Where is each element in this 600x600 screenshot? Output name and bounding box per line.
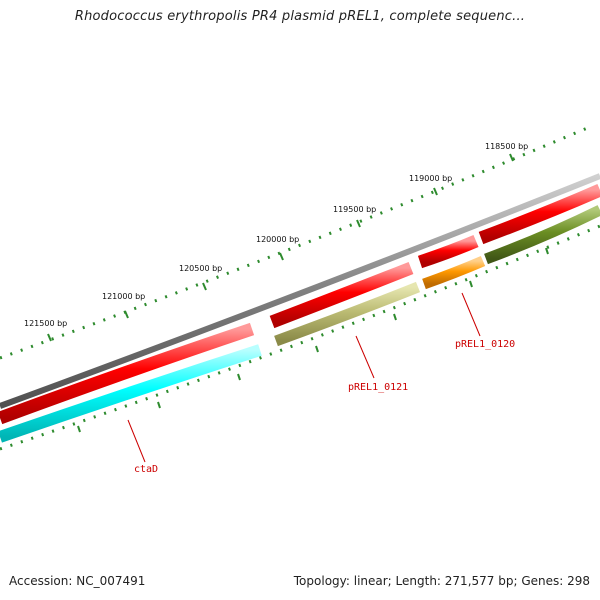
gene-next[interactable] — [484, 205, 600, 265]
gene-ctaD[interactable] — [0, 344, 262, 443]
gene-pREL1_0121[interactable] — [274, 281, 421, 347]
pREL1_0121-leader — [355, 335, 375, 379]
ruler-label-120500: 120500 bp — [179, 264, 222, 273]
gene-label-pREL1_0121[interactable]: pREL1_0121 — [348, 382, 408, 393]
cds-segment-3 — [417, 235, 479, 269]
ruler-major-ticks — [47, 153, 514, 342]
pREL1_0120-leader — [461, 292, 481, 337]
accession-text: Accession: NC_007491 — [9, 574, 146, 588]
inner-ruler-major-ticks — [77, 247, 549, 433]
ruler-label-120000: 120000 bp — [256, 235, 299, 244]
gene-pREL1_0120[interactable] — [422, 255, 486, 290]
ruler-label-118500: 118500 bp — [485, 142, 528, 151]
ruler-track — [0, 124, 593, 360]
summary-text: Topology: linear; Length: 271,577 bp; Ge… — [293, 574, 590, 588]
inner-ruler-track — [0, 224, 600, 451]
ruler-label-119000: 119000 bp — [409, 174, 452, 183]
ruler-label-119500: 119500 bp — [333, 205, 376, 214]
gene-label-ctaD[interactable]: ctaD — [134, 464, 158, 475]
cds-segment-4 — [478, 184, 600, 245]
cds-segment-2 — [269, 261, 414, 329]
sequence-backbone — [0, 173, 600, 409]
map-title: Rhodococcus erythropolis PR4 plasmid pRE… — [74, 9, 526, 24]
ruler-label-121500: 121500 bp — [24, 319, 67, 328]
gene-label-pREL1_0120[interactable]: pREL1_0120 — [455, 339, 515, 350]
ruler-label-121000: 121000 bp — [102, 292, 145, 301]
ctaD-leader — [127, 419, 146, 463]
cds-segment-1 — [0, 322, 255, 425]
